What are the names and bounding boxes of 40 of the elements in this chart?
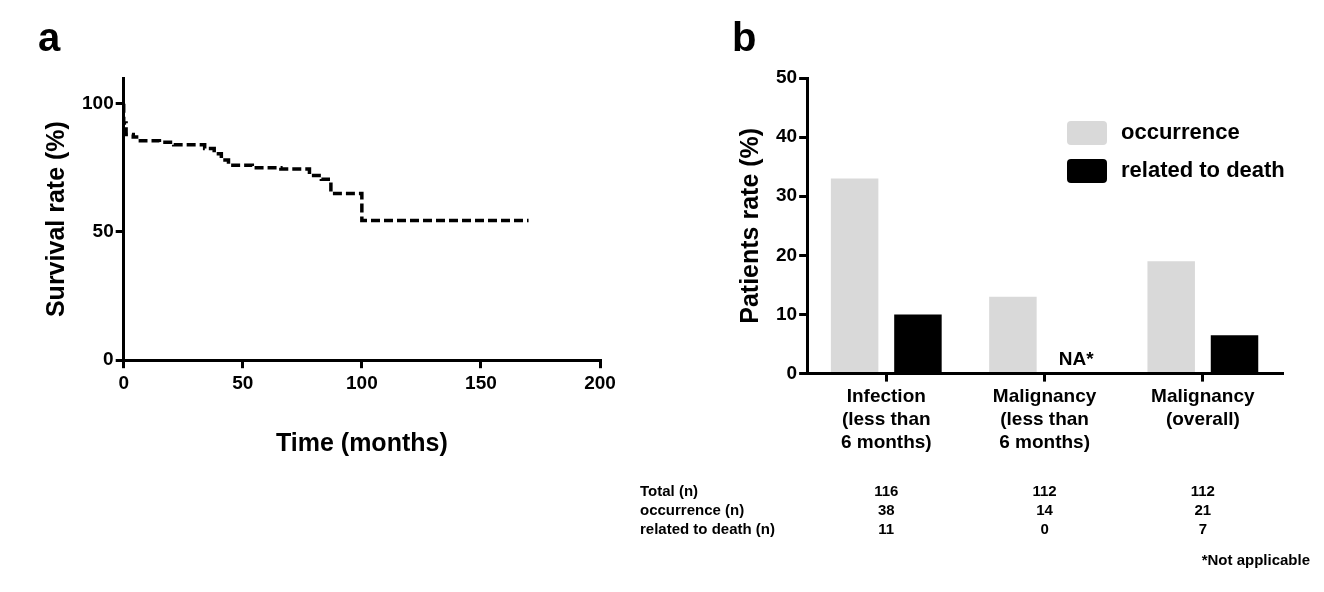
text: related to death (n) xyxy=(640,519,776,537)
text: *Not applicable xyxy=(1201,550,1310,568)
y-tick-label: 0 xyxy=(103,348,114,370)
text: 14 xyxy=(1036,500,1054,518)
y-tick-label: 100 xyxy=(82,91,114,113)
chart-title: a xyxy=(38,15,61,60)
text: 116 xyxy=(874,481,899,499)
y-axis-title: Patients rate (%) xyxy=(734,127,763,324)
text: 7 xyxy=(1198,519,1208,537)
bar xyxy=(989,296,1037,373)
x-tick-label: 200 xyxy=(584,371,616,393)
text: 0 xyxy=(1040,519,1049,537)
x-tick-label: 150 xyxy=(465,371,497,393)
annotation: NA* xyxy=(1058,348,1095,370)
bar xyxy=(830,178,879,373)
x-tick-label: Infection (less than 6 months) xyxy=(840,385,932,452)
legend-label: related to death xyxy=(1121,157,1285,183)
x-axis-title: Time (months) xyxy=(275,427,448,456)
text: 38 xyxy=(877,500,895,518)
y-axis-title: Survival rate (%) xyxy=(40,121,69,318)
x-tick-label: 0 xyxy=(118,371,129,393)
bar xyxy=(1147,261,1195,373)
text: 112 xyxy=(1032,481,1057,499)
x-tick-label: Malignancy (less than 6 months) xyxy=(992,385,1097,452)
chart-title: b xyxy=(732,15,757,60)
y-tick-label: 50 xyxy=(775,66,798,88)
x-tick-label: 100 xyxy=(346,371,378,393)
y-tick-label: 40 xyxy=(775,125,798,147)
legend-label: occurrence xyxy=(1121,119,1240,145)
text: 112 xyxy=(1190,481,1215,499)
y-tick-label: 50 xyxy=(92,220,114,242)
y-tick-label: 10 xyxy=(775,302,798,324)
text: 11 xyxy=(878,519,895,537)
text: Total (n) xyxy=(640,481,699,499)
text: 21 xyxy=(1194,500,1212,518)
text: occurrence (n) xyxy=(640,500,745,518)
x-tick-label: 50 xyxy=(232,371,254,393)
y-tick-label: 20 xyxy=(775,243,798,265)
y-tick-label: 30 xyxy=(775,184,798,206)
x-tick-label: Malignancy (overall) xyxy=(1151,385,1256,430)
